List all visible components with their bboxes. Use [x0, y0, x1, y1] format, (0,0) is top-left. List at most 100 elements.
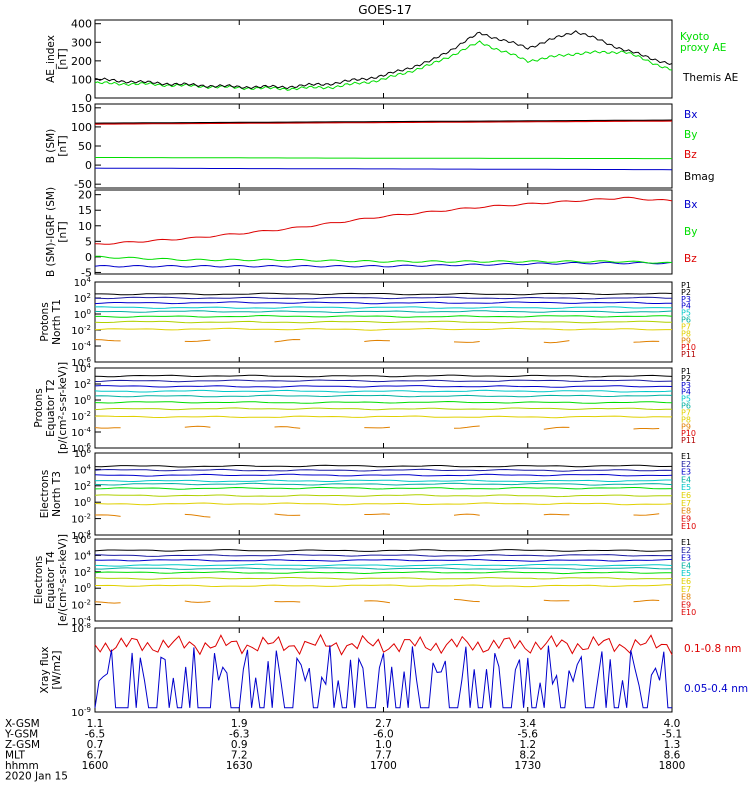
electrons-equator-t4-panel-series-8: [95, 584, 672, 588]
electrons-north-t3-panel-series-6: [94, 486, 673, 490]
electrons-north-t3-panel-series-8: [94, 502, 673, 506]
b-sm-series-bmag: [94, 119, 673, 124]
footer-value: -6.3: [229, 729, 250, 741]
protons-equator-t2-panel-series-8: [633, 428, 660, 430]
legend-channel-p6: P6: [681, 316, 691, 325]
xray-panel-frame: [94, 627, 673, 713]
electrons-equator-t4-panel-series-7: [94, 577, 673, 580]
legend-channel-e8: E8: [681, 507, 691, 516]
legend-channel-p10: P10: [681, 343, 696, 352]
legend-channel-e10: E10: [681, 608, 696, 617]
protons-north-t1-panel-series-5: [94, 310, 673, 314]
xray-series-short: [94, 633, 673, 656]
legend-xray-long: 0.05-0.4 nm: [684, 683, 748, 695]
b-igrf-panel: 20 15 10 5 0 -5 B (SM)-IGRF (SM) [nT] Bx By Bz: [45, 187, 697, 279]
electrons-equator-t4-panel-series-2: [94, 553, 673, 557]
footer-value: 8.6: [664, 750, 681, 762]
y-axis-label: Equator T2: [45, 379, 57, 437]
b-sm-panel: 150 100 50 0 -50 B (SM) [nT] Bx By Bz Bmag: [45, 102, 715, 191]
electrons-equator-t4-panel-series-8: [184, 600, 211, 603]
electrons-equator-t4-panel: 10610410210010-210-4E1E2E3E4E5E6E7E8E9E1…: [33, 533, 696, 628]
legend-channel-e6: E6: [681, 491, 691, 500]
legend-channel-p7: P7: [681, 322, 691, 331]
y-tick-label: 10-2: [71, 324, 91, 337]
protons-north-t1-panel-series-8: [274, 338, 301, 343]
b-igrf-panel-frame: [94, 189, 673, 275]
legend-channel-p5: P5: [681, 309, 691, 318]
legend-themis-ae: Themis AE: [682, 72, 738, 84]
legend-channel-p11: P11: [681, 350, 696, 359]
legend-channel-p1: P1: [681, 281, 691, 290]
legend-xray-short: 0.1-0.8 nm: [684, 643, 741, 655]
y-tick-label: 104: [74, 463, 92, 476]
protons-equator-t2-panel-series-8: [94, 415, 672, 419]
y-tick-label: 15: [78, 204, 92, 217]
footer-value: 1.1: [87, 718, 104, 730]
footer-row-label: Z-GSM: [5, 739, 40, 751]
legend-channel-e5: E5: [681, 483, 691, 492]
electrons-equator-t4-panel-series-6: [94, 571, 672, 575]
protons-equator-t2-panel-series-8: [184, 425, 211, 428]
y-tick-label: 102: [74, 566, 91, 579]
legend-channel-e5: E5: [681, 569, 691, 578]
legend-bx: Bx: [684, 109, 697, 121]
y-tick-label: 102: [74, 378, 91, 391]
y-tick-label: 104: [74, 276, 92, 289]
protons-north-t1-panel-series-8: [543, 340, 570, 344]
legend-channel-e10: E10: [681, 522, 696, 531]
protons-equator-t2-panel-series-7: [94, 407, 673, 411]
y-axis-label: Protons: [33, 388, 45, 427]
footer-value: 1730: [514, 760, 541, 772]
footer-row-label: hhmm: [5, 760, 39, 772]
legend-channel-e9: E9: [681, 600, 691, 609]
legend-channel-e6: E6: [681, 577, 691, 586]
y-tick-label: 10-2: [71, 410, 91, 423]
plot-title: GOES-17: [358, 3, 412, 17]
y-axis-label: [nT]: [57, 221, 69, 242]
protons-equator-t2-panel-series-8: [94, 427, 121, 429]
y-axis-label: Xray flux: [39, 647, 51, 694]
y-tick-label: 20: [78, 189, 92, 202]
legend-bz: Bz: [684, 149, 697, 161]
protons-north-t1-panel-series-8: [94, 339, 121, 342]
electrons-north-t3-panel-series-1: [94, 464, 673, 468]
protons-north-t1-panel-series-8: [184, 339, 211, 343]
ae-series-themis: [94, 30, 673, 90]
protons-north-t1-panel: 10410210010-210-410-6P1P2P3P4P5P6P7P8P9P…: [39, 276, 696, 369]
protons-equator-t2-panel-series-8: [453, 425, 480, 429]
b-igrf-series-bx: [94, 261, 673, 268]
electrons-equator-t4-panel-series-8: [453, 598, 480, 603]
electrons-north-t3-panel-series-8: [364, 513, 390, 515]
y-tick-label: 0: [85, 251, 92, 264]
legend-channel-e3: E3: [681, 554, 691, 563]
legend-channel-p2: P2: [681, 288, 691, 297]
y-tick-label: 0: [85, 92, 92, 105]
protons-north-t1-panel-series-8: [453, 341, 480, 343]
y-tick-label: 150: [71, 102, 92, 115]
footer-value: 3.4: [519, 718, 536, 730]
y-tick-label: 400: [71, 18, 92, 31]
legend-channel-p4: P4: [681, 388, 691, 397]
y-tick-label: 106: [74, 533, 92, 546]
footer-value: 7.7: [375, 750, 392, 762]
legend-igrf-bz: Bz: [684, 253, 697, 265]
b-sm-panel-frame: [94, 103, 673, 189]
electrons-equator-t4-panel-series-3: [94, 558, 673, 562]
legend-channel-e3: E3: [681, 468, 691, 477]
legend-channel-p1: P1: [681, 367, 691, 376]
footer-row-label: X-GSM: [5, 718, 40, 730]
b-igrf-series-by: [94, 255, 673, 264]
y-tick-label: 10-8: [71, 622, 91, 635]
legend-channel-p4: P4: [681, 302, 691, 311]
legend-igrf-by: By: [684, 226, 697, 238]
legend-channel-p3: P3: [681, 295, 691, 304]
y-tick-label: 300: [71, 36, 92, 49]
y-tick-label: 0: [85, 159, 92, 172]
legend-channel-e2: E2: [681, 546, 691, 555]
legend-channel-p11: P11: [681, 436, 696, 445]
legend-channel-p7: P7: [681, 408, 691, 417]
footer-value: 1800: [659, 760, 686, 772]
